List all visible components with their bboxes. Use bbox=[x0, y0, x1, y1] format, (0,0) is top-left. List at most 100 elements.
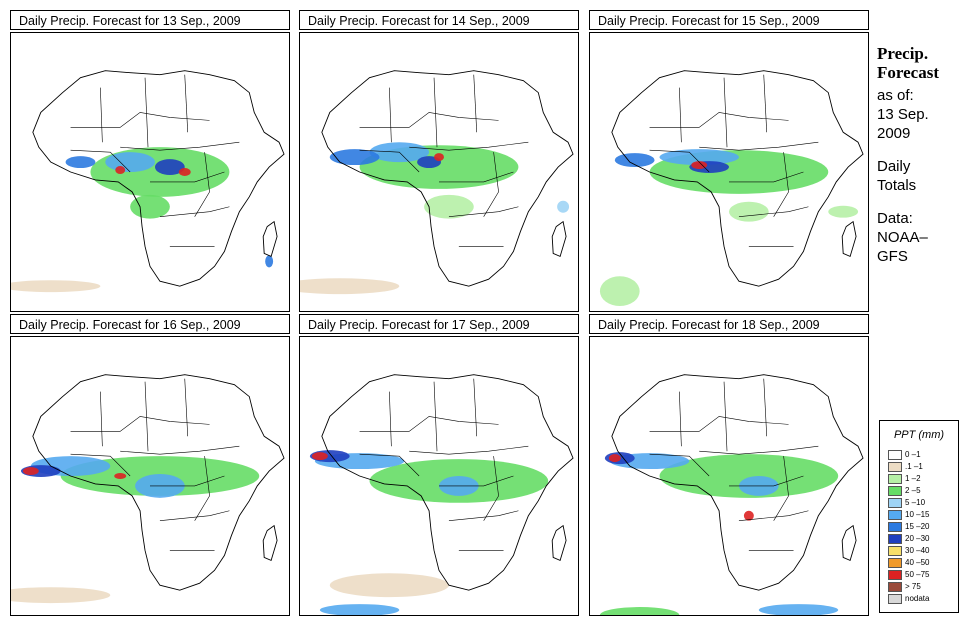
legend-swatch bbox=[888, 510, 902, 520]
precip-area bbox=[434, 153, 444, 162]
coastline bbox=[321, 374, 574, 591]
coastline bbox=[262, 524, 278, 562]
country-border bbox=[483, 456, 499, 521]
precip-area bbox=[154, 159, 185, 175]
coastline bbox=[262, 220, 278, 258]
as-of-label: as of: bbox=[877, 87, 914, 104]
precip-area bbox=[114, 473, 127, 479]
legend-item: 10 –15 bbox=[888, 510, 929, 520]
precip-area bbox=[65, 156, 96, 169]
data-source: NOAA– bbox=[877, 229, 928, 246]
legend-label: 30 –40 bbox=[905, 546, 930, 555]
precip-map bbox=[589, 32, 869, 312]
country-border bbox=[359, 416, 499, 432]
country-border bbox=[473, 378, 478, 437]
country-border bbox=[729, 171, 804, 183]
africa-map bbox=[309, 374, 574, 615]
panel-title: Daily Precip. Forecast for 15 Sep., 2009 bbox=[589, 10, 869, 30]
panel-title: Daily Precip. Forecast for 18 Sep., 2009 bbox=[589, 314, 869, 334]
precip-area bbox=[828, 205, 859, 218]
legend-item: 1 –2 bbox=[888, 474, 921, 484]
precip-area bbox=[758, 604, 839, 615]
country-border bbox=[723, 77, 728, 148]
country-border bbox=[699, 445, 819, 455]
legend-item: 40 –50 bbox=[888, 558, 929, 568]
legend-swatch bbox=[888, 582, 902, 592]
coastline bbox=[841, 220, 857, 258]
legend-swatch bbox=[888, 498, 902, 508]
precip-area bbox=[659, 454, 839, 498]
country-border bbox=[699, 141, 819, 151]
precip-area bbox=[311, 452, 328, 461]
side-info: Precip. Forecast as of: 13 Sep. 2009 Dai… bbox=[877, 44, 965, 266]
precip-area bbox=[424, 194, 474, 219]
precip-area bbox=[329, 573, 449, 598]
legend-swatch bbox=[888, 486, 902, 496]
country-border bbox=[120, 445, 240, 455]
country-border bbox=[409, 445, 529, 455]
country-border bbox=[433, 77, 438, 148]
precip-area bbox=[691, 161, 708, 170]
legend-item: .1 –1 bbox=[888, 462, 923, 472]
country-border bbox=[649, 149, 710, 173]
country-border bbox=[773, 152, 789, 217]
country-border bbox=[100, 87, 103, 143]
panel-title: Daily Precip. Forecast for 17 Sep., 2009 bbox=[299, 314, 579, 334]
coastline bbox=[611, 70, 864, 287]
data-source-label: Data: bbox=[877, 210, 913, 227]
totals-label: Daily bbox=[877, 158, 911, 175]
country-border bbox=[70, 112, 210, 128]
country-border bbox=[184, 378, 189, 437]
legend-title: PPT (mm) bbox=[893, 429, 945, 441]
forecast-panel-16-sep: Daily Precip. Forecast for 16 Sep., 2009 bbox=[10, 314, 290, 616]
legend-swatch bbox=[888, 450, 902, 460]
country-border bbox=[649, 112, 789, 128]
legend-swatch bbox=[888, 570, 902, 580]
country-border bbox=[144, 381, 149, 452]
panel-title: Daily Precip. Forecast for 14 Sep., 2009 bbox=[299, 10, 579, 30]
legend-item: 15 –20 bbox=[888, 522, 929, 532]
forecast-panel-13-sep: Daily Precip. Forecast for 13 Sep., 2009 bbox=[10, 10, 290, 312]
legend-swatch bbox=[888, 534, 902, 544]
panel-title: Daily Precip. Forecast for 13 Sep., 2009 bbox=[10, 10, 290, 30]
coastline bbox=[321, 70, 574, 287]
legend-label: > 75 bbox=[905, 582, 921, 591]
country-border bbox=[159, 510, 230, 521]
forecast-panel-14-sep: Daily Precip. Forecast for 14 Sep., 2009 bbox=[299, 10, 579, 312]
coastline bbox=[32, 70, 285, 287]
country-border bbox=[359, 149, 420, 173]
forecast-panel-15-sep: Daily Precip. Forecast for 15 Sep., 2009 bbox=[589, 10, 869, 312]
legend-label: 1 –2 bbox=[905, 474, 921, 483]
country-border bbox=[483, 152, 499, 217]
side-heading: Precip. bbox=[877, 44, 929, 63]
precip-area bbox=[599, 276, 640, 307]
country-border bbox=[150, 171, 225, 183]
totals-label: Totals bbox=[877, 177, 917, 194]
legend-label: 5 –10 bbox=[905, 498, 926, 507]
country-border bbox=[738, 510, 809, 521]
precip-map bbox=[10, 32, 290, 312]
country-border bbox=[144, 77, 149, 148]
country-border bbox=[194, 456, 210, 521]
precip-area bbox=[659, 149, 739, 166]
country-border bbox=[729, 475, 804, 487]
africa-map bbox=[300, 70, 574, 295]
as-of-date: 13 Sep. bbox=[877, 106, 929, 123]
country-border bbox=[150, 475, 225, 487]
country-border bbox=[763, 74, 768, 133]
legend-label: 0 –1 bbox=[905, 450, 921, 459]
country-border bbox=[649, 453, 710, 477]
legend-label: 50 –75 bbox=[905, 570, 930, 579]
forecast-panel-17-sep: Daily Precip. Forecast for 17 Sep., 2009 bbox=[299, 314, 579, 616]
precip-map bbox=[10, 336, 290, 616]
country-border bbox=[70, 149, 131, 173]
data-source: GFS bbox=[877, 248, 908, 265]
legend-swatch bbox=[888, 474, 902, 484]
precip-map bbox=[299, 336, 579, 616]
legend-label: 15 –20 bbox=[905, 522, 930, 531]
precip-area bbox=[614, 153, 655, 168]
country-border bbox=[738, 206, 809, 217]
legend-item: 20 –30 bbox=[888, 534, 929, 544]
legend-item: > 75 bbox=[888, 582, 921, 592]
legend-label: 10 –15 bbox=[905, 510, 930, 519]
